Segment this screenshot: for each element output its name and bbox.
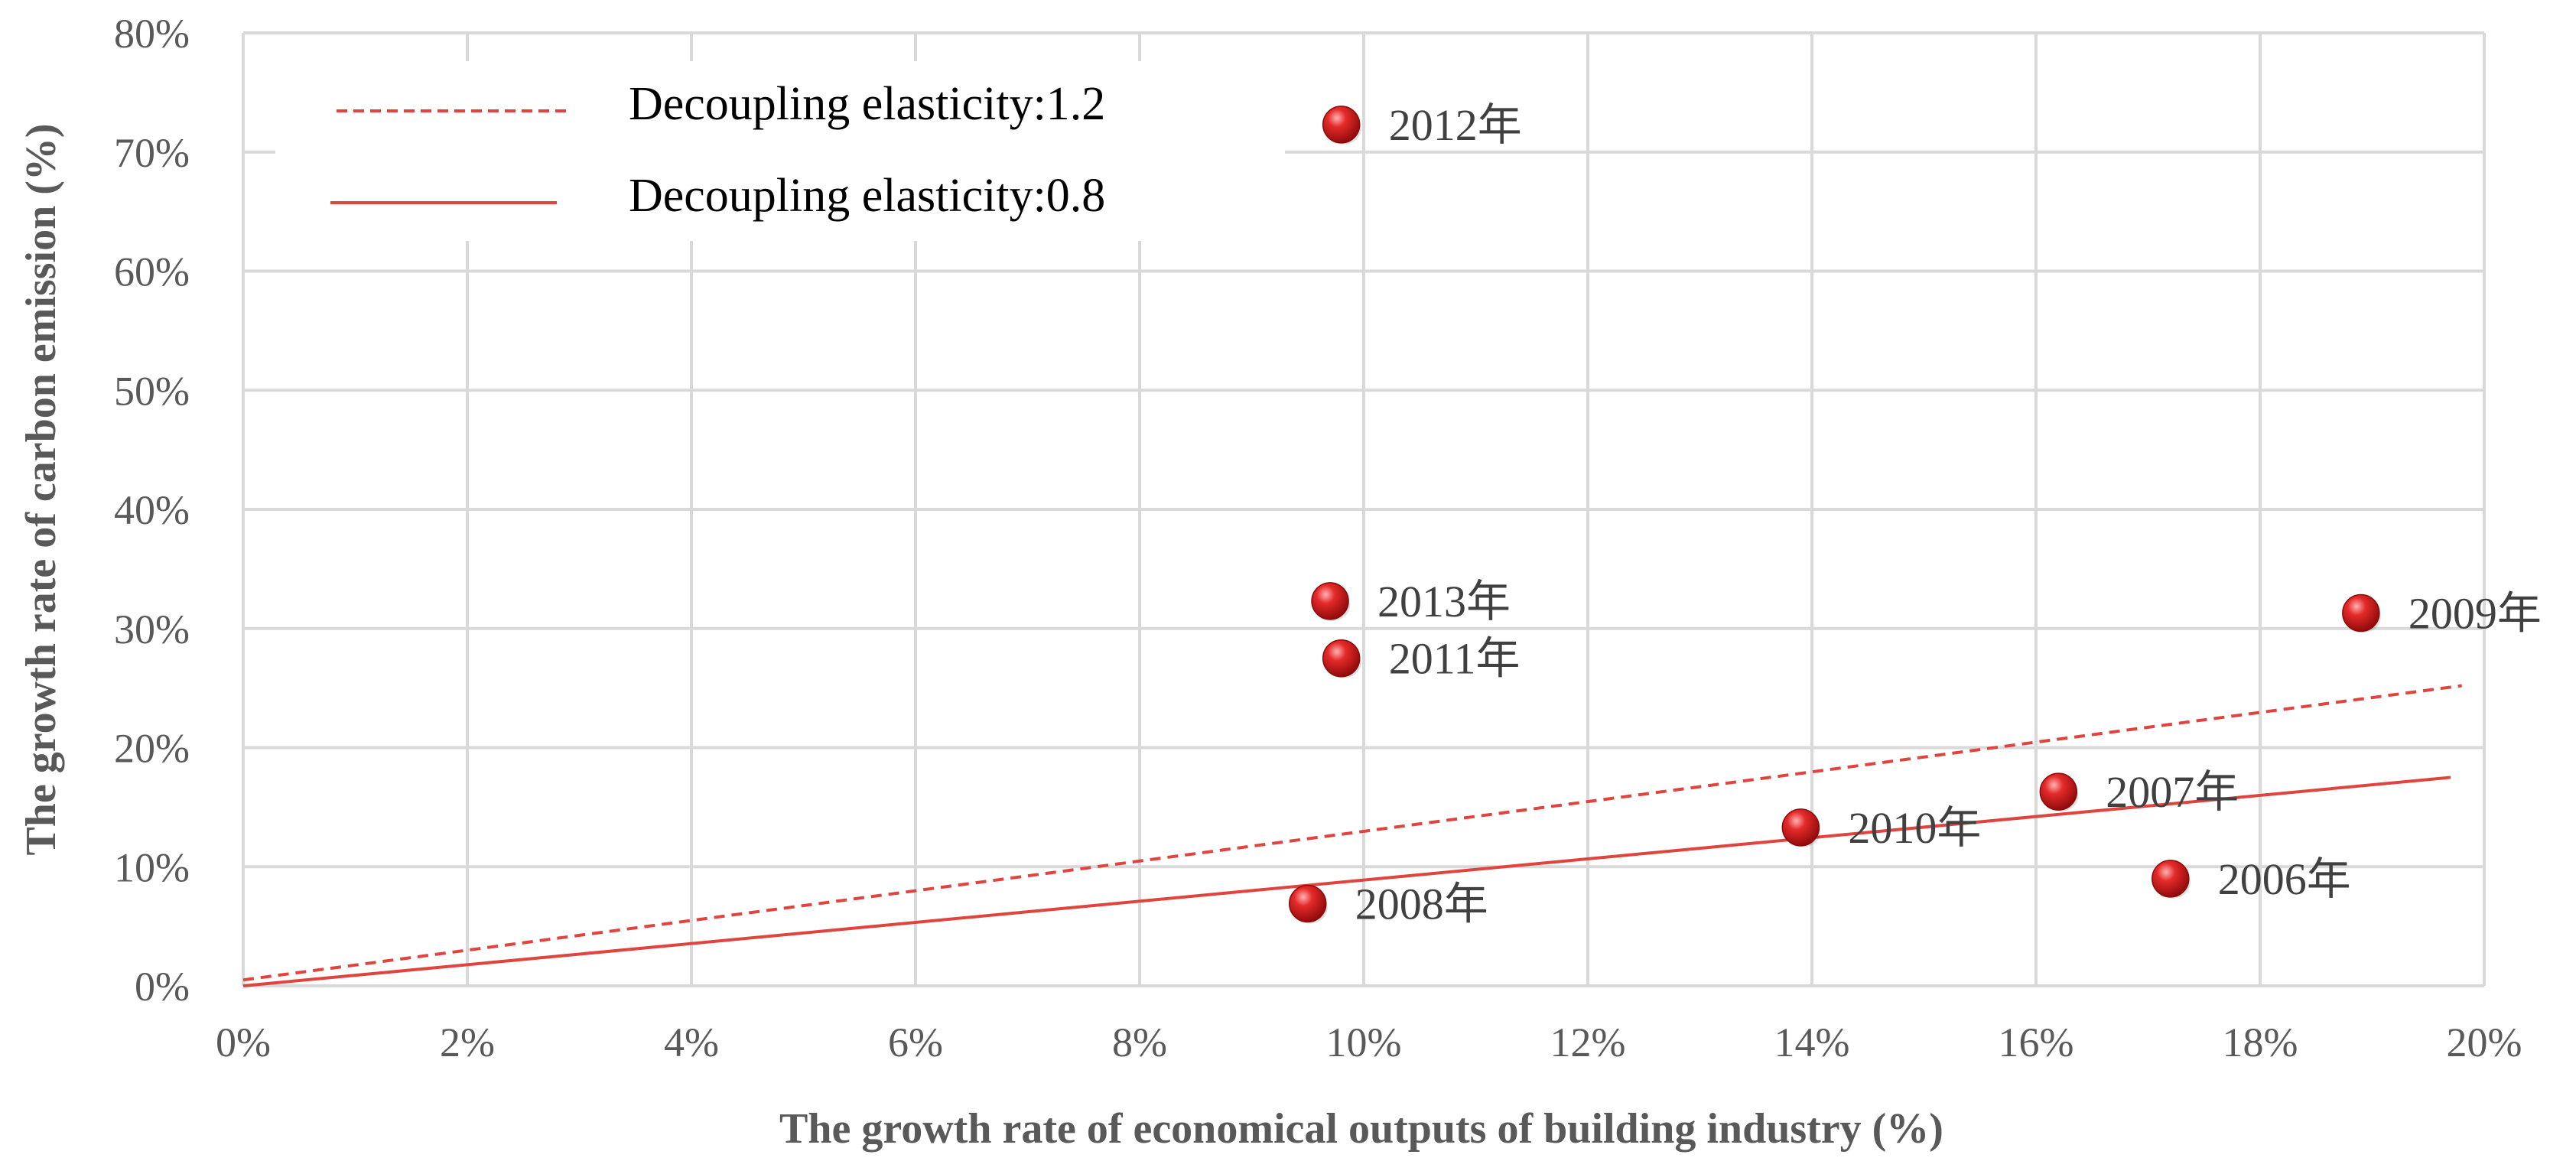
x-tick-label: 18% (2223, 1020, 2298, 1065)
x-tick-label: 4% (664, 1020, 719, 1065)
x-tick-label: 14% (1774, 1020, 1850, 1065)
elasticity-0-8-line (242, 776, 2451, 987)
x-tick-label: 20% (2447, 1020, 2522, 1065)
data-point-marker (2039, 772, 2078, 811)
data-point-label: 2010年 (1848, 803, 1981, 853)
y-axis-title: The growth rate of carbon emission (%) (18, 123, 65, 855)
y-tick-label: 50% (114, 368, 190, 414)
y-tick-label: 60% (114, 249, 190, 295)
x-tick-label: 6% (888, 1020, 943, 1065)
legend-label-elasticity-0-8: Decoupling elasticity:0.8 (629, 170, 1105, 222)
data-points: 2006年 2007年 2008年 2009年 2010年 2011年 2012年 2013年 (1289, 100, 2542, 929)
data-point-label: 2012年 (1389, 100, 1522, 150)
grid (242, 31, 2486, 987)
data-point-label: 2007年 (2106, 767, 2239, 817)
data-point-marker (1322, 639, 1361, 678)
data-point-marker (2342, 594, 2380, 633)
legend-background (275, 61, 1285, 241)
x-tick-label: 10% (1326, 1020, 1402, 1065)
y-tick-label: 40% (114, 487, 190, 533)
legend: Decoupling elasticity:1.2 Decoupling ela… (275, 61, 1285, 241)
data-point-label: 2011年 (1389, 634, 1521, 684)
x-tick-label: 2% (440, 1020, 495, 1065)
data-point-marker (1781, 808, 1820, 847)
y-tick-label: 0% (135, 964, 190, 1010)
data-point-label: 2008年 (1355, 880, 1488, 929)
data-point-label: 2013年 (1377, 577, 1511, 626)
legend-label-elasticity-1-2: Decoupling elasticity:1.2 (629, 78, 1105, 130)
data-point-marker (1322, 106, 1361, 144)
data-point-label: 2006年 (2218, 854, 2351, 904)
y-tick-label: 10% (114, 844, 190, 890)
y-tick-label: 80% (114, 11, 190, 57)
x-axis-title: The growth rate of economical outputs of… (779, 1105, 1943, 1153)
y-tick-label: 70% (114, 130, 190, 176)
y-tick-label: 30% (114, 607, 190, 652)
x-tick-label: 0% (216, 1020, 271, 1065)
y-tick-label: 20% (114, 726, 190, 772)
data-point-label: 2009年 (2408, 589, 2542, 639)
elasticity-lines (242, 684, 2462, 987)
x-tick-label: 8% (1112, 1020, 1167, 1065)
x-tick-label: 16% (1999, 1020, 2074, 1065)
elasticity-1-2-line (242, 684, 2462, 982)
data-point-marker (2152, 860, 2190, 898)
data-point-marker (1311, 582, 1349, 620)
x-tick-label: 12% (1550, 1020, 1626, 1065)
tick-labels: 0% 2% 4% 6% 8% 10% 12% 14% 16% 18% 20% 0% 10% 20% 30% 4… (114, 11, 2522, 1065)
data-point-marker (1289, 884, 1327, 923)
